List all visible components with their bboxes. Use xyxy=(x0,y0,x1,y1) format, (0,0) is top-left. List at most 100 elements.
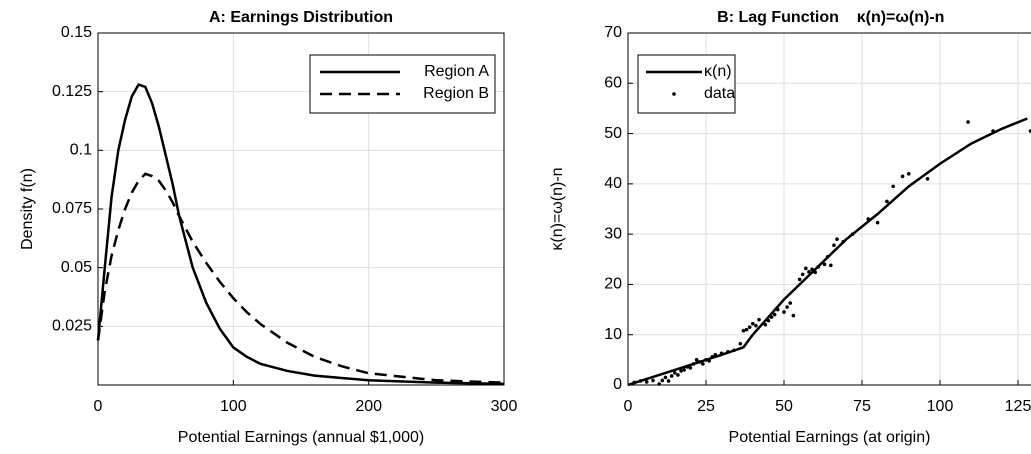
x-tick-label: 100 xyxy=(927,398,954,415)
data-point xyxy=(713,353,718,357)
data-point xyxy=(866,217,871,221)
data-point xyxy=(697,360,702,364)
data-point xyxy=(832,243,836,248)
data-point xyxy=(691,362,696,366)
data-point xyxy=(772,312,777,317)
y-tick-label: 0.15 xyxy=(61,24,92,41)
data-point xyxy=(1028,129,1031,133)
data-point xyxy=(726,350,730,354)
x-tick-label: 75 xyxy=(853,398,871,415)
data-point xyxy=(704,358,708,362)
panel: A: Earnings Distribution Potential Earnin… xyxy=(19,9,517,446)
data-point xyxy=(701,362,705,366)
legend-label: data xyxy=(704,85,735,102)
data-point xyxy=(804,266,808,271)
data-point xyxy=(966,120,970,124)
data-point xyxy=(719,351,724,356)
series-line xyxy=(96,172,505,384)
series-line xyxy=(627,117,1028,387)
data-point xyxy=(891,184,895,189)
data-point xyxy=(679,369,683,373)
data-point xyxy=(754,323,758,328)
x-tick-label: 0 xyxy=(94,398,103,415)
data-point xyxy=(769,315,774,319)
y-tick-label: 40 xyxy=(604,175,622,192)
x-axis-label: Potential Earnings (annual $1,000) xyxy=(178,429,424,446)
data-point xyxy=(766,318,771,323)
x-tick-label: 100 xyxy=(220,398,247,415)
data-point xyxy=(757,317,761,322)
data-point xyxy=(741,328,746,333)
y-axis-label: κ(n)=ω(n)-n xyxy=(549,167,566,250)
data-point xyxy=(825,254,830,259)
y-tick-label: 0 xyxy=(613,376,622,393)
y-tick-label: 0.05 xyxy=(61,259,92,276)
data-point xyxy=(875,220,880,225)
data-point xyxy=(694,358,699,362)
y-tick-label: 70 xyxy=(604,24,622,41)
plot-frame xyxy=(97,32,505,386)
y-tick-label: 30 xyxy=(604,225,622,242)
data-point xyxy=(822,262,827,267)
x-tick-label: 25 xyxy=(697,398,715,415)
legend-label: κ(n) xyxy=(704,63,732,80)
panel-title: A: Earnings Distribution xyxy=(209,9,393,26)
y-tick-label: 0.075 xyxy=(52,200,92,217)
y-tick-label: 0.1 xyxy=(70,142,92,159)
data-point xyxy=(841,239,846,244)
data-point xyxy=(660,378,665,383)
plot-frame xyxy=(627,32,1031,386)
data-point xyxy=(775,307,780,312)
y-tick-label: 0.125 xyxy=(52,83,92,100)
data-point xyxy=(673,371,677,375)
data-point xyxy=(782,310,786,314)
data-point xyxy=(763,322,768,327)
data-point xyxy=(991,129,995,133)
x-tick-label: 50 xyxy=(775,398,793,415)
data-point xyxy=(813,270,817,275)
data-point xyxy=(666,379,671,383)
data-point xyxy=(651,378,655,383)
data-point xyxy=(688,366,693,370)
x-axis-label: Potential Earnings (at origin) xyxy=(729,429,931,446)
data-point xyxy=(800,272,805,277)
y-tick-label: 50 xyxy=(604,125,622,142)
data-point xyxy=(669,374,674,378)
series-line xyxy=(96,83,505,386)
data-point xyxy=(850,232,855,236)
x-tick-label: 300 xyxy=(491,398,518,415)
panel-title: B: Lag Function κ(n)=ω(n)-n xyxy=(717,9,944,26)
data-point xyxy=(835,237,839,241)
legend-label: Region A xyxy=(424,63,489,80)
data-point xyxy=(925,177,930,181)
data-point xyxy=(663,375,668,380)
data-point xyxy=(710,355,715,359)
y-axis-label: Density f(n) xyxy=(19,168,36,250)
data-point xyxy=(807,270,811,274)
data-point xyxy=(816,265,821,269)
y-tick-label: 10 xyxy=(604,326,622,343)
data-point xyxy=(797,277,802,282)
data-point xyxy=(900,174,905,179)
data-point xyxy=(751,321,755,326)
data-point xyxy=(707,359,711,363)
data-point xyxy=(810,267,814,272)
data-point xyxy=(638,379,643,383)
data-point xyxy=(632,380,637,385)
data-point xyxy=(747,325,752,329)
x-tick-label: 0 xyxy=(624,398,633,415)
data-point xyxy=(788,301,793,305)
data-point xyxy=(685,365,690,369)
data-point xyxy=(644,380,649,384)
x-tick-label: 125 xyxy=(1005,398,1031,415)
data-point xyxy=(657,382,661,386)
panel: B: Lag Function κ(n)=ω(n)-n Potential Ear… xyxy=(549,9,1031,446)
y-tick-label: 60 xyxy=(604,75,622,92)
legend-box xyxy=(309,54,496,114)
data-point xyxy=(738,341,743,346)
y-tick-label: 0.025 xyxy=(52,318,92,335)
data-point xyxy=(785,305,789,309)
data-point xyxy=(829,263,833,268)
data-point xyxy=(682,368,686,372)
